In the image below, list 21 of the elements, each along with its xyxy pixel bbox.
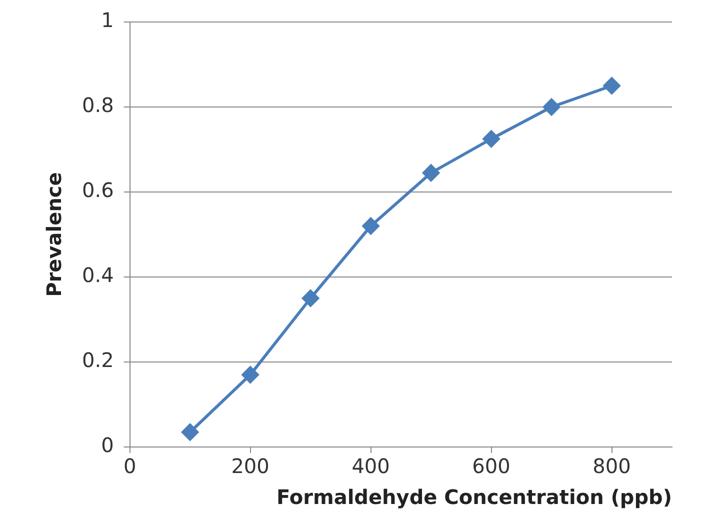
point	[182, 424, 199, 441]
x-tick-label: 200	[231, 454, 270, 478]
x-axis-title: Formaldehyde Concentration (ppb)	[276, 485, 672, 510]
point	[302, 290, 320, 307]
point	[543, 98, 560, 116]
y-axis-title: Prevalence	[42, 172, 66, 297]
x-tick-label: 0	[123, 454, 136, 478]
y-tick-label: 0.6	[82, 178, 114, 202]
x-tick-label: 600	[472, 454, 510, 478]
y-tick-label: 0.4	[82, 263, 114, 288]
point	[242, 366, 259, 384]
y-tick-label: 0.8	[82, 93, 114, 118]
point	[482, 130, 500, 148]
point	[362, 218, 380, 234]
y-tick-label: 1	[101, 8, 114, 32]
y-tick-label: 0	[101, 433, 114, 458]
point	[603, 77, 620, 94]
x-tick-label: 400	[352, 454, 390, 478]
point	[422, 164, 440, 182]
x-tick-label: 800	[592, 454, 631, 478]
y-tick-label: 0.2	[82, 348, 114, 372]
